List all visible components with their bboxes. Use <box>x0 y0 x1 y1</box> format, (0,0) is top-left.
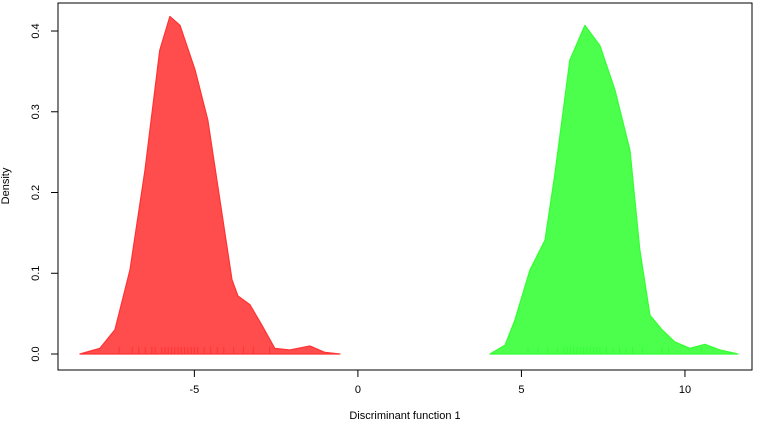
y-tick-label: 0.1 <box>30 266 42 281</box>
x-tick-label: 5 <box>518 384 524 396</box>
y-tick-label: 0.0 <box>30 346 42 361</box>
density-area <box>489 24 739 355</box>
x-tick-label: 0 <box>355 384 361 396</box>
x-axis-label: Discriminant function 1 <box>349 410 460 422</box>
y-tick-label: 0.3 <box>30 104 42 119</box>
y-tick-label: 0.4 <box>30 23 42 38</box>
x-tick-label: -5 <box>189 384 199 396</box>
density-area <box>79 15 341 355</box>
plot-frame <box>57 2 753 371</box>
x-tick-label: 10 <box>679 384 691 396</box>
y-tick-label: 0.2 <box>30 185 42 200</box>
y-axis-label: Density <box>0 167 12 204</box>
